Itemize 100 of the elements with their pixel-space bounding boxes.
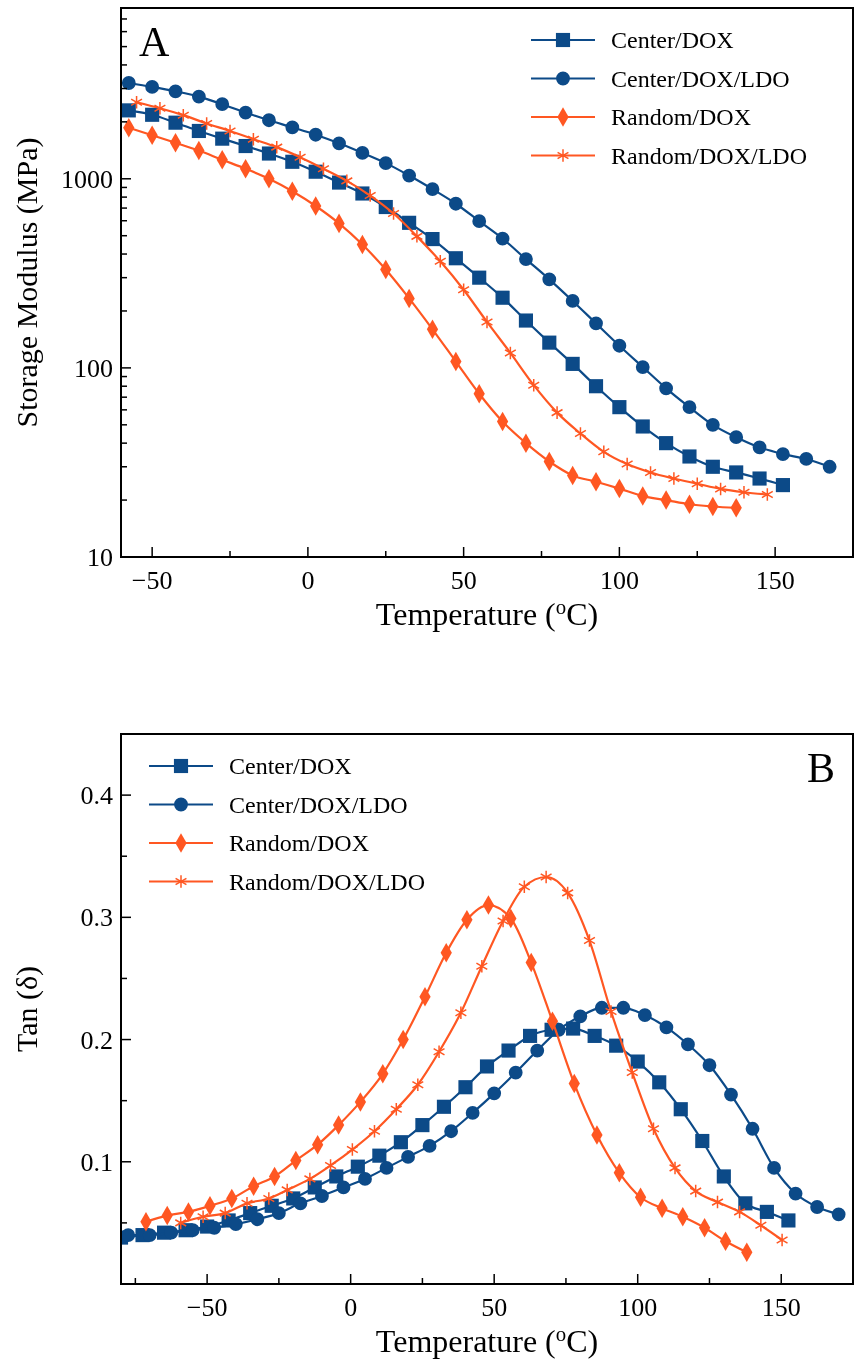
point [754, 1218, 768, 1233]
point [799, 452, 814, 466]
point [422, 1138, 437, 1153]
point [733, 1204, 746, 1219]
point [434, 254, 447, 269]
point [168, 115, 183, 130]
point [822, 459, 837, 474]
point [479, 1059, 495, 1074]
annotation: A [139, 19, 170, 65]
point [475, 959, 488, 974]
point [270, 140, 283, 155]
point [401, 1149, 415, 1164]
point [436, 1099, 452, 1114]
point [495, 290, 510, 305]
point [480, 314, 494, 329]
point [317, 161, 330, 176]
legend-label: Center/DOX/LDO [611, 65, 790, 92]
legend-label: Random/DOX [229, 830, 369, 856]
point [542, 272, 557, 287]
point [390, 1102, 403, 1117]
point [346, 1142, 359, 1157]
point [387, 206, 400, 221]
point [378, 156, 393, 171]
point [215, 131, 230, 146]
point [168, 84, 183, 99]
point [425, 182, 440, 197]
point [368, 1124, 381, 1139]
x-tick-label: 150 [761, 1293, 801, 1322]
point [705, 417, 720, 432]
point [705, 459, 720, 474]
point [767, 1160, 781, 1175]
legend-label: Center/DOX [611, 27, 734, 53]
point [518, 879, 531, 894]
point [324, 1158, 337, 1173]
point [191, 123, 206, 139]
point [196, 1209, 210, 1224]
legend-label: Center/DOX [229, 753, 352, 779]
point [448, 196, 463, 211]
point [745, 1121, 760, 1136]
point [285, 120, 300, 135]
point [594, 1000, 609, 1015]
point [454, 1005, 468, 1020]
point [652, 1075, 667, 1090]
point [659, 436, 674, 451]
point [729, 465, 744, 480]
y-tick-label: 100 [74, 353, 113, 383]
point [667, 471, 681, 486]
point [566, 1021, 581, 1036]
point [308, 127, 323, 142]
x-tick-label: −50 [186, 1293, 228, 1322]
point [238, 138, 253, 154]
point [496, 914, 510, 929]
point [604, 1004, 618, 1019]
y-tick-label: 0.1 [80, 1147, 113, 1177]
point [223, 123, 237, 138]
point [487, 1086, 502, 1101]
point [644, 465, 657, 480]
point [271, 1206, 286, 1221]
point [583, 933, 596, 948]
point [616, 1000, 631, 1015]
point [659, 381, 674, 396]
point [130, 95, 143, 110]
legend-label: Random/DOX [611, 104, 751, 130]
point [458, 1080, 473, 1095]
x-tick-label: 100 [618, 1293, 658, 1322]
point [495, 231, 510, 246]
point [145, 107, 160, 122]
point [573, 1009, 588, 1024]
point [200, 116, 213, 131]
point [635, 419, 650, 434]
point [393, 1135, 408, 1150]
point [261, 146, 277, 161]
point [504, 345, 517, 360]
x-tick-label: 0 [301, 566, 315, 595]
point [831, 1207, 846, 1222]
point [550, 405, 564, 420]
point [153, 101, 167, 116]
point [415, 1118, 430, 1133]
legend-label: Center/DOX/LDO [229, 791, 408, 818]
point [372, 1148, 387, 1163]
point [682, 449, 697, 464]
x-tick-label: 150 [755, 566, 795, 595]
point [174, 1215, 187, 1230]
legend-label: Random/DOX/LDO [229, 868, 425, 895]
point [781, 1213, 796, 1228]
annotation: B [806, 745, 835, 791]
point [775, 1232, 789, 1248]
point [702, 1058, 717, 1073]
point [219, 1206, 232, 1221]
point [673, 1102, 688, 1117]
point [262, 113, 276, 128]
x-tick-label: 0 [344, 1293, 358, 1322]
point [379, 1160, 394, 1175]
point [574, 426, 587, 441]
point [714, 481, 727, 496]
point [621, 457, 634, 472]
point [647, 1121, 660, 1136]
point [810, 1200, 825, 1214]
point [681, 1037, 695, 1052]
y-axis-title: Storage Modulus (MPa) [10, 137, 44, 428]
